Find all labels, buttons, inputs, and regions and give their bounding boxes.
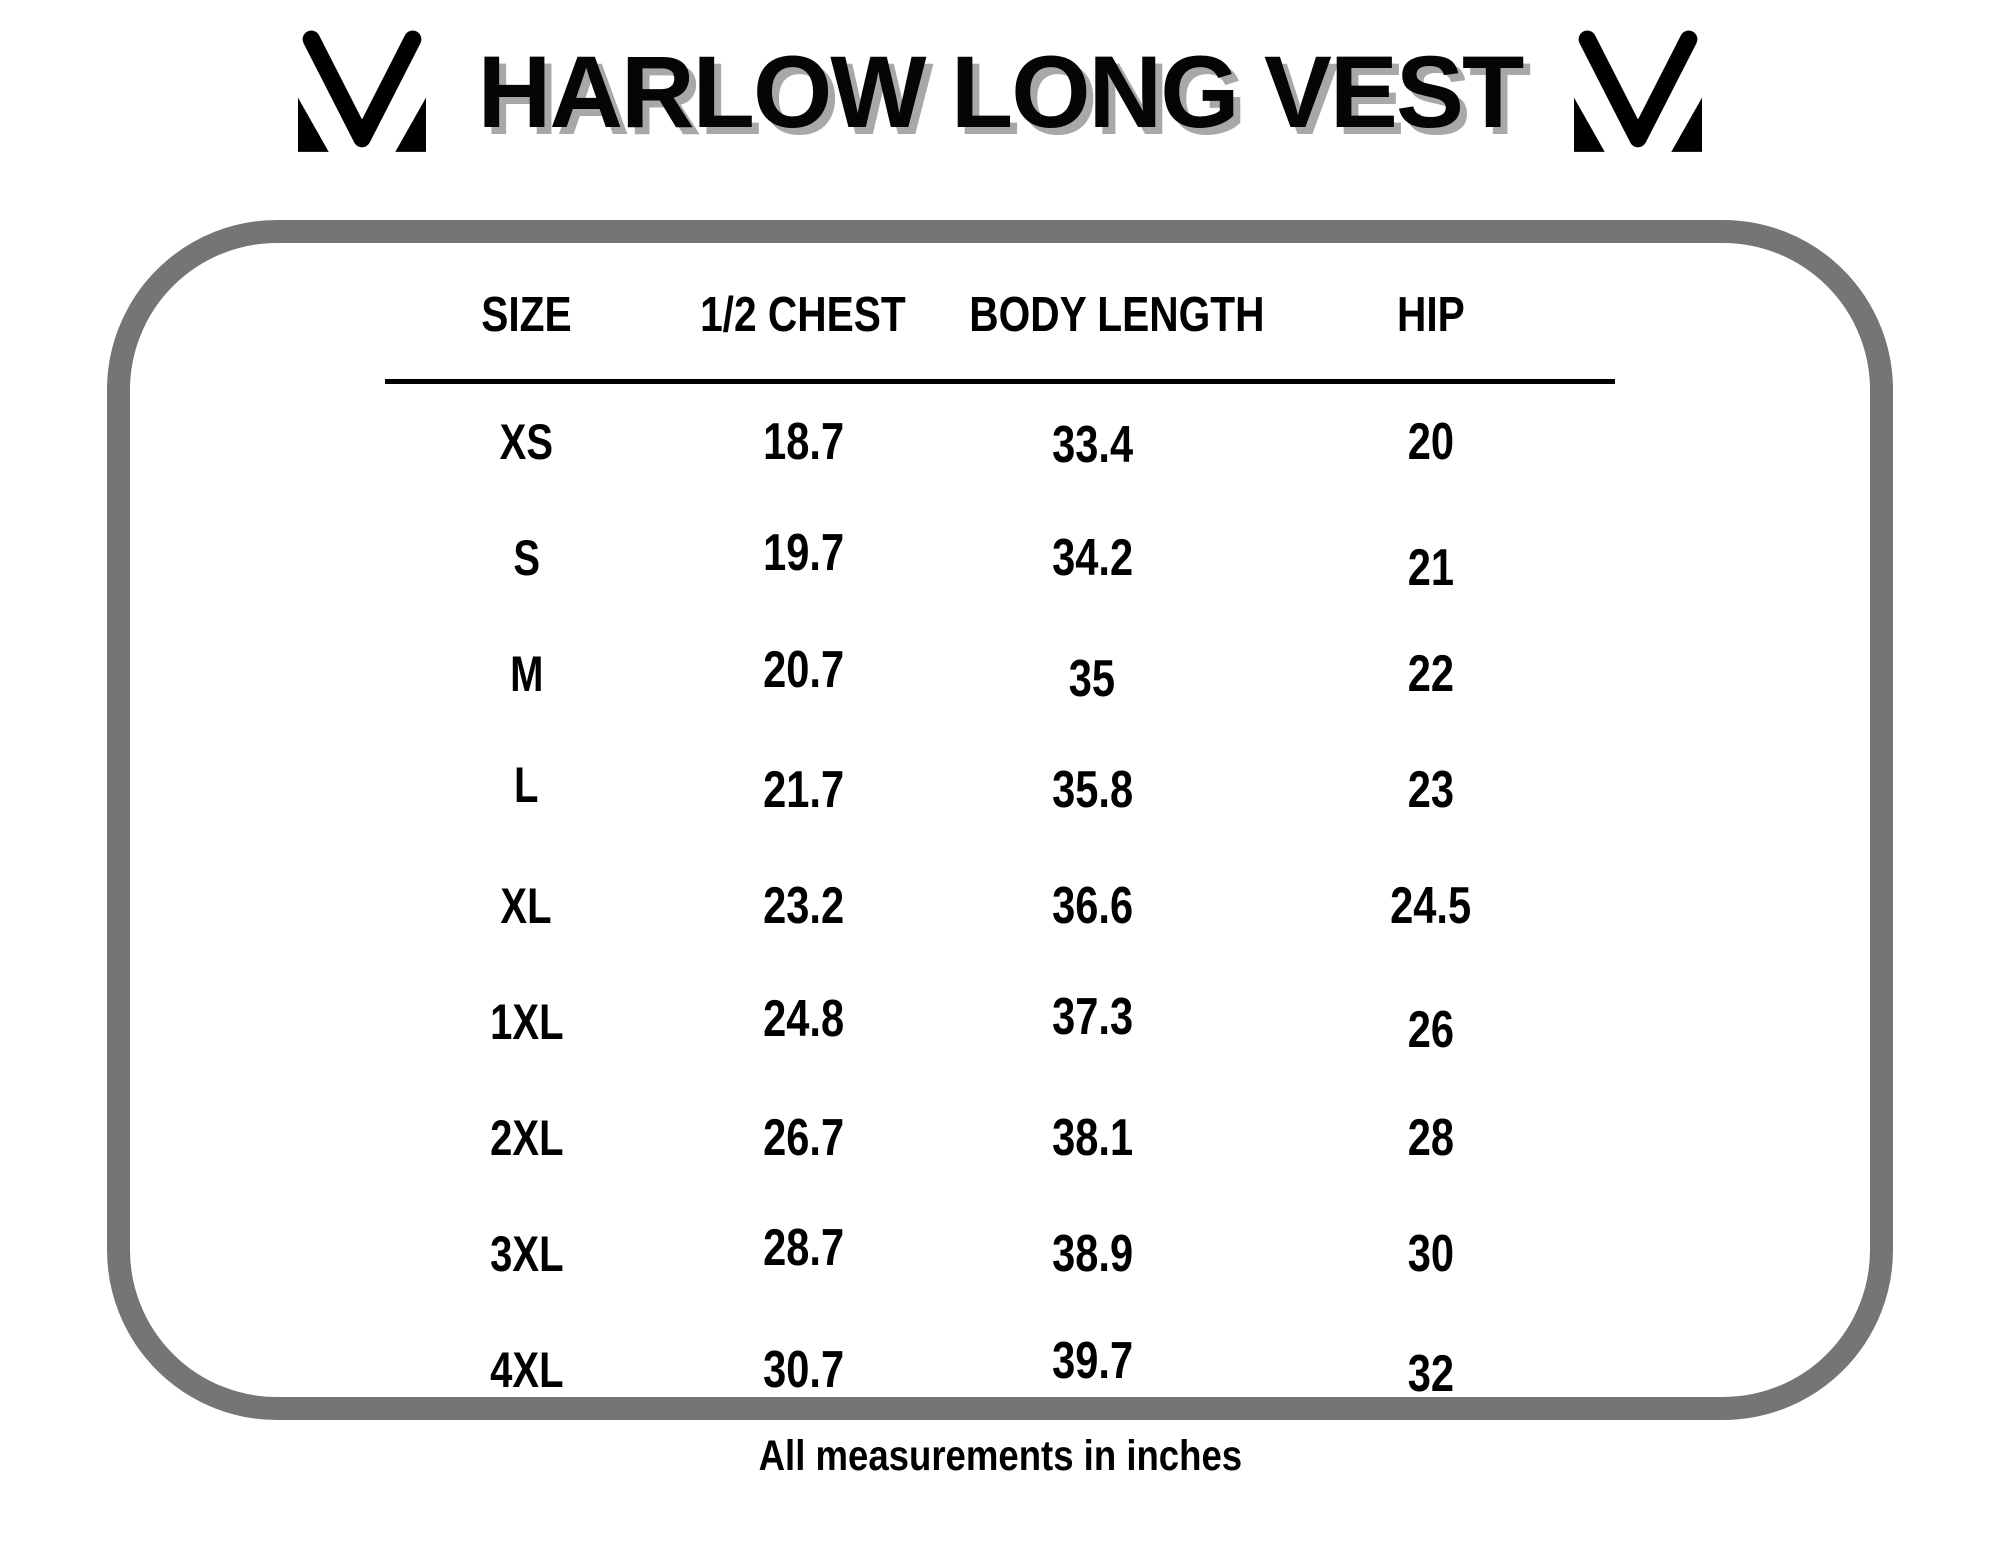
size-chart-table: SIZE 1/2 CHEST BODY LENGTH HIP XS 18.7 3… xyxy=(385,243,1615,1428)
cell-value: 34.2 xyxy=(1051,529,1133,587)
cell-value: 30 xyxy=(1407,1225,1454,1283)
measurement-cell: 28 xyxy=(1246,1080,1615,1196)
size-cell: 4XL xyxy=(385,1312,668,1428)
measurement-cell: 26 xyxy=(1246,972,1615,1088)
size-cell: L xyxy=(385,727,668,843)
cell-value: 24.5 xyxy=(1389,877,1471,935)
cell-value: S xyxy=(513,530,540,586)
cell-value: 23.2 xyxy=(762,877,844,935)
cell-value: 24.8 xyxy=(762,990,844,1048)
cell-value: 28.7 xyxy=(762,1219,844,1277)
page-title: HARLOW LONG VEST xyxy=(477,35,1525,149)
table-row: S 19.7 34.2 21 xyxy=(385,500,1615,616)
cell-value: 19.7 xyxy=(762,524,844,582)
measurement-cell: 32 xyxy=(1246,1316,1615,1432)
column-header-body-length: BODY LENGTH xyxy=(938,243,1265,384)
column-header-label: BODY LENGTH xyxy=(969,287,1265,342)
cell-value: 23 xyxy=(1407,761,1454,819)
size-cell: XS xyxy=(385,382,668,501)
footnote-text: All measurements in inches xyxy=(758,1432,1242,1480)
cell-value: 36.6 xyxy=(1051,877,1133,935)
footnote: All measurements in inches xyxy=(0,1432,2000,1481)
measurement-cell: 22 xyxy=(1246,616,1615,732)
cell-value: 30.7 xyxy=(762,1341,844,1399)
cell-value: 38.1 xyxy=(1051,1109,1133,1167)
size-cell: 1XL xyxy=(385,964,668,1080)
cell-value: 26 xyxy=(1407,1001,1454,1059)
measurement-cell: 19.7 xyxy=(668,495,939,611)
cell-value: 28 xyxy=(1407,1109,1454,1167)
table-row: 4XL 30.7 39.7 32 xyxy=(385,1312,1615,1428)
cell-value: 32 xyxy=(1407,1345,1454,1403)
cell-value: 21.7 xyxy=(762,761,844,819)
m-monogram-icon xyxy=(1574,30,1703,152)
cell-value: 20.7 xyxy=(762,641,844,699)
column-header-half-chest: 1/2 CHEST xyxy=(667,243,939,384)
measurement-cell: 24.8 xyxy=(668,961,939,1077)
measurement-cell: 20 xyxy=(1246,382,1615,501)
size-cell: 3XL xyxy=(385,1196,668,1312)
cell-value: L xyxy=(514,757,539,813)
measurement-cell: 35 xyxy=(938,621,1246,737)
size-cell: S xyxy=(385,500,668,616)
column-header-label: SIZE xyxy=(481,287,572,342)
table-row: XS 18.7 33.4 20 xyxy=(385,382,1615,501)
cell-value: 21 xyxy=(1407,539,1454,597)
cell-value: 35 xyxy=(1069,650,1116,708)
cell-value: 1XL xyxy=(489,994,564,1050)
column-header-label: HIP xyxy=(1396,287,1465,342)
measurement-cell: 26.7 xyxy=(668,1080,939,1196)
table-row: 1XL 24.8 37.3 26 xyxy=(385,964,1615,1080)
cell-value: 33.4 xyxy=(1051,416,1133,474)
measurement-cell: 30.7 xyxy=(668,1312,939,1428)
measurement-cell: 23 xyxy=(1246,732,1615,848)
measurement-cell: 37.3 xyxy=(938,959,1246,1075)
size-chart-panel: SIZE 1/2 CHEST BODY LENGTH HIP XS 18.7 3… xyxy=(107,220,1893,1420)
cell-value: 35.8 xyxy=(1051,761,1133,819)
column-header-size: SIZE xyxy=(385,243,668,384)
size-cell: 2XL xyxy=(385,1080,668,1196)
measurement-cell: 21 xyxy=(1246,510,1615,626)
size-cell: XL xyxy=(385,848,668,964)
cell-value: 2XL xyxy=(489,1110,564,1166)
measurement-cell: 20.7 xyxy=(668,612,939,728)
brand-header: HARLOW LONG VEST xyxy=(0,30,2000,154)
cell-value: M xyxy=(509,646,544,702)
table-header-row: SIZE 1/2 CHEST BODY LENGTH HIP xyxy=(385,243,1615,384)
measurement-cell: 33.4 xyxy=(938,385,1246,504)
measurement-cell: 18.7 xyxy=(668,382,939,501)
measurement-cell: 24.5 xyxy=(1246,848,1615,964)
cell-value: 38.9 xyxy=(1051,1225,1133,1283)
cell-value: 20 xyxy=(1407,413,1454,471)
measurement-cell: 35.8 xyxy=(938,732,1246,848)
cell-value: 3XL xyxy=(489,1226,564,1282)
table-row: XL 23.2 36.6 24.5 xyxy=(385,848,1615,964)
measurement-cell: 38.9 xyxy=(938,1196,1246,1312)
measurement-cell: 36.6 xyxy=(938,848,1246,964)
cell-value: 37.3 xyxy=(1051,988,1133,1046)
measurement-cell: 39.7 xyxy=(938,1303,1246,1419)
measurement-cell: 23.2 xyxy=(668,848,939,964)
size-cell: M xyxy=(385,616,668,732)
cell-value: 39.7 xyxy=(1051,1332,1133,1390)
measurement-cell: 21.7 xyxy=(668,732,939,848)
measurement-cell: 30 xyxy=(1246,1196,1615,1312)
cell-value: XS xyxy=(499,414,554,470)
table-row: 3XL 28.7 38.9 30 xyxy=(385,1196,1615,1312)
table-row: L 21.7 35.8 23 xyxy=(385,732,1615,848)
column-header-label: 1/2 CHEST xyxy=(700,287,907,342)
cell-value: 26.7 xyxy=(762,1109,844,1167)
cell-value: 22 xyxy=(1407,645,1454,703)
m-monogram-icon xyxy=(297,30,426,152)
measurement-cell: 34.2 xyxy=(938,500,1246,616)
cell-value: 4XL xyxy=(489,1342,564,1398)
column-header-hip: HIP xyxy=(1245,243,1615,384)
measurement-cell: 38.1 xyxy=(938,1080,1246,1196)
cell-value: 18.7 xyxy=(762,413,844,471)
measurement-cell: 28.7 xyxy=(668,1190,939,1306)
table-row: M 20.7 35 22 xyxy=(385,616,1615,732)
cell-value: XL xyxy=(500,878,552,934)
table-row: 2XL 26.7 38.1 28 xyxy=(385,1080,1615,1196)
